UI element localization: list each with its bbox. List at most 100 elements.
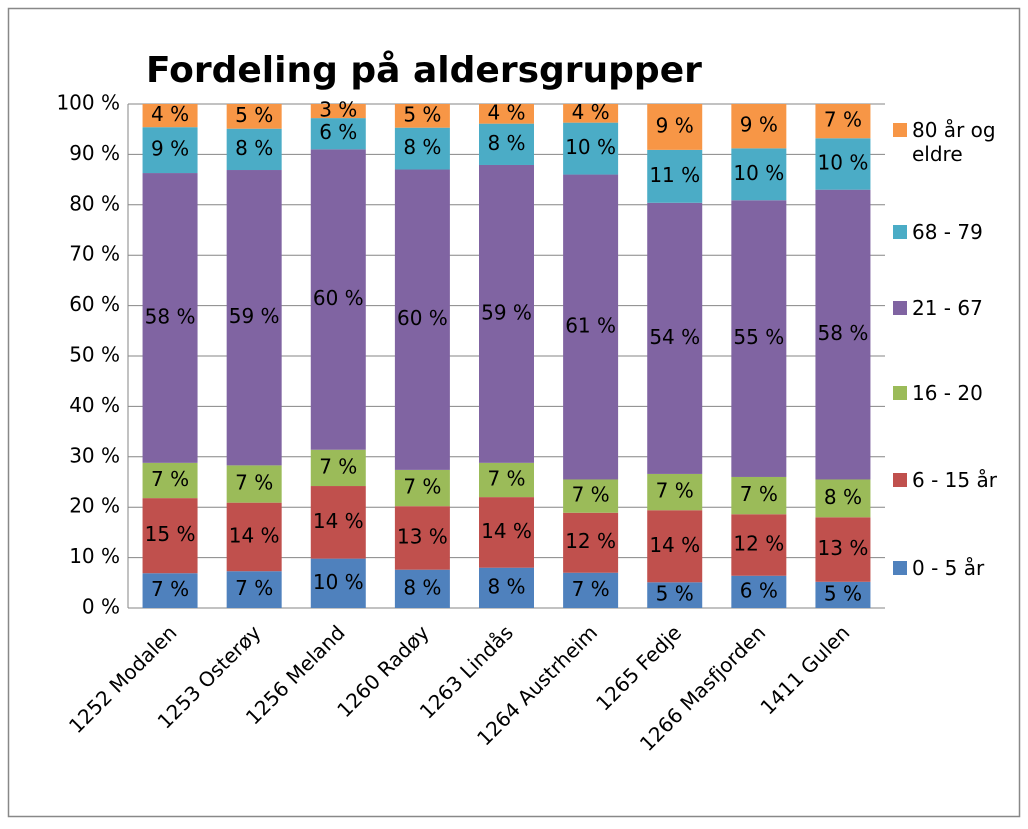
- y-tick-label: 80 %: [69, 191, 120, 215]
- bar-segment: [647, 582, 703, 608]
- chart-title: Fordeling på aldersgrupper: [146, 50, 702, 91]
- y-tick-label: 20 %: [69, 494, 120, 518]
- data-label: 5 %: [824, 581, 862, 605]
- legend-swatch: [893, 225, 907, 239]
- data-label: 7 %: [151, 467, 189, 491]
- data-label: 7 %: [235, 576, 273, 600]
- y-tick-label: 70 %: [69, 242, 120, 266]
- data-label: 3 %: [319, 98, 357, 122]
- bar-segment: [563, 104, 619, 123]
- data-label: 60 %: [397, 306, 448, 330]
- bar-segment: [394, 469, 450, 507]
- bar-segment: [563, 512, 619, 573]
- data-label: 5 %: [235, 103, 273, 127]
- data-label: 8 %: [403, 575, 441, 599]
- data-label: 9 %: [740, 113, 778, 137]
- bar-segment: [647, 510, 703, 583]
- bar-segment: [394, 506, 450, 570]
- data-label: 8 %: [824, 485, 862, 509]
- data-label: 7 %: [487, 466, 525, 490]
- data-label: 10 %: [818, 150, 869, 174]
- data-label: 7 %: [572, 577, 610, 601]
- bar-segment: [479, 497, 534, 568]
- bar-segment: [142, 573, 198, 608]
- bar-segment: [142, 104, 198, 128]
- data-label: 4 %: [151, 102, 189, 126]
- bar-segment: [226, 104, 282, 129]
- data-label: 8 %: [235, 136, 273, 160]
- bar-segment: [479, 164, 534, 463]
- data-label: 7 %: [572, 483, 610, 507]
- data-label: 4 %: [487, 100, 525, 124]
- data-label: 8 %: [487, 574, 525, 598]
- bar-segment: [731, 200, 787, 477]
- data-label: 59 %: [481, 300, 532, 324]
- bar-segment: [815, 581, 871, 608]
- data-label: 13 %: [397, 524, 448, 548]
- legend-swatch: [893, 301, 907, 315]
- data-label: 10 %: [565, 135, 616, 159]
- bar-segment: [394, 104, 450, 128]
- bar-segment: [226, 571, 282, 608]
- bar-segment: [479, 462, 534, 498]
- legend-label: 80 år og eldre: [912, 118, 996, 166]
- data-label: 15 %: [145, 522, 196, 546]
- y-tick-label: 90 %: [69, 141, 120, 165]
- data-label: 59 %: [229, 304, 280, 328]
- bar-segment: [563, 122, 619, 175]
- legend-swatch: [893, 386, 907, 400]
- bar-segment: [142, 462, 198, 499]
- data-label: 10 %: [313, 570, 364, 594]
- bar-segment: [310, 486, 366, 559]
- data-label: 7 %: [151, 577, 189, 601]
- bar-segment: [226, 170, 282, 466]
- data-label: 54 %: [649, 325, 700, 349]
- bar-segment: [647, 149, 703, 203]
- bar-segment: [815, 189, 871, 480]
- bar-segment: [815, 479, 871, 518]
- legend-label: 21 - 67: [912, 296, 983, 320]
- data-label: 7 %: [824, 108, 862, 132]
- y-tick-label: 40 %: [69, 393, 120, 417]
- data-label: 14 %: [649, 533, 700, 557]
- legend-label: 16 - 20: [912, 381, 983, 405]
- bar-segment: [731, 476, 787, 515]
- data-label: 58 %: [818, 321, 869, 345]
- data-label: 5 %: [403, 102, 441, 126]
- data-label: 55 %: [733, 325, 784, 349]
- data-label: 14 %: [313, 509, 364, 533]
- bar-segment: [479, 567, 534, 608]
- data-label: 14 %: [481, 519, 532, 543]
- bar-segment: [563, 479, 619, 513]
- bar-segment: [310, 149, 366, 450]
- bar-segment: [479, 104, 534, 124]
- data-label: 10 %: [733, 161, 784, 185]
- legend-swatch: [893, 123, 907, 137]
- bar-segment: [815, 138, 871, 190]
- bar-segment: [647, 473, 703, 511]
- bar-segment: [226, 502, 282, 572]
- data-label: 5 %: [656, 582, 694, 606]
- data-label: 12 %: [733, 532, 784, 556]
- bar-segment: [731, 514, 787, 576]
- data-label: 58 %: [145, 304, 196, 328]
- bar-segment: [731, 575, 787, 608]
- data-label: 7 %: [656, 479, 694, 503]
- data-label: 8 %: [487, 131, 525, 155]
- legend-swatch: [893, 561, 907, 575]
- bar-segment: [394, 127, 450, 170]
- y-tick-label: 60 %: [69, 292, 120, 316]
- y-tick-label: 100 %: [56, 91, 120, 115]
- bar-segment: [647, 104, 703, 150]
- legend-label: 0 - 5 år: [912, 556, 985, 580]
- data-label: 6 %: [319, 120, 357, 144]
- data-label: 14 %: [229, 523, 280, 547]
- bar-segment: [142, 127, 198, 174]
- data-label: 9 %: [656, 113, 694, 137]
- data-label: 7 %: [235, 471, 273, 495]
- data-label: 9 %: [151, 137, 189, 161]
- data-label: 6 %: [740, 578, 778, 602]
- data-label: 60 %: [313, 286, 364, 310]
